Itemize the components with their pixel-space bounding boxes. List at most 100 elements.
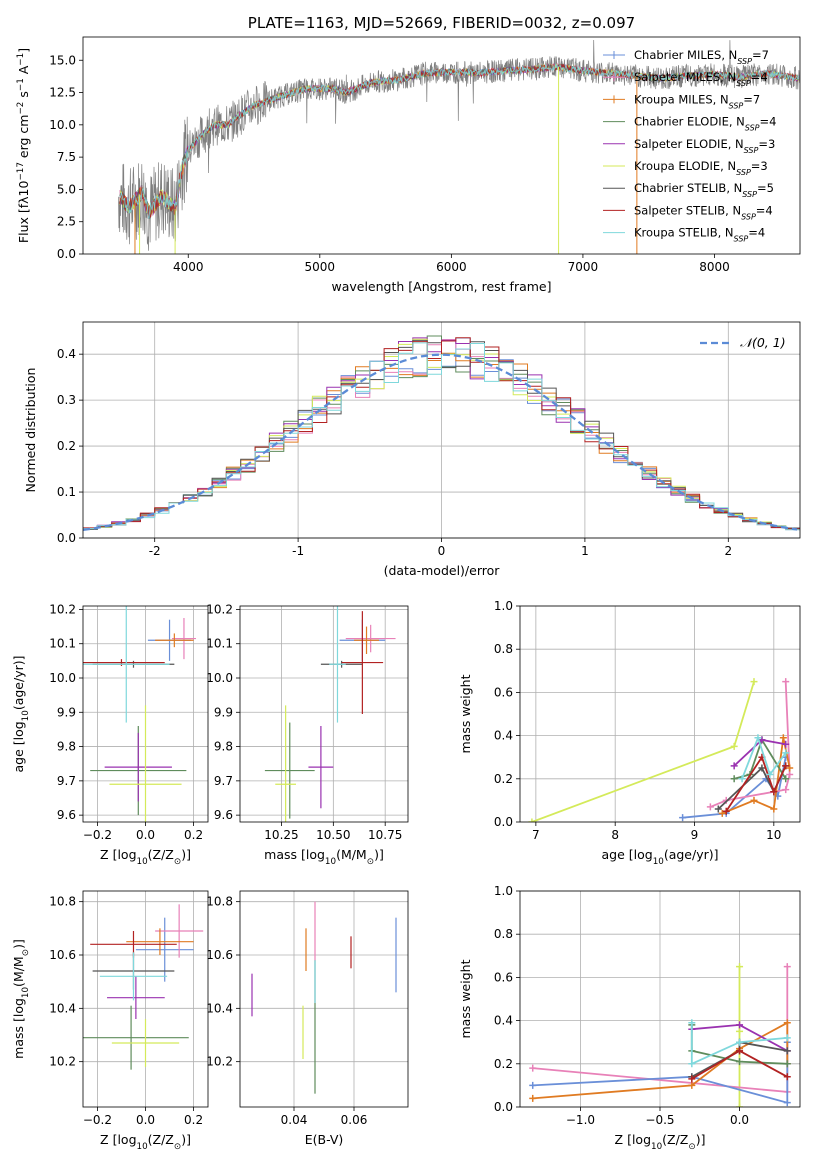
legend-entry: Salpeter ELODIE, NSSP=3 bbox=[634, 137, 775, 155]
x-axis-label: Z [log10(Z/Z⊙)] bbox=[615, 1132, 706, 1152]
label-part: (Z/Z bbox=[662, 1132, 688, 1147]
axes-frame bbox=[82, 321, 801, 539]
label-part: (data-model)/error bbox=[384, 563, 501, 578]
x-tick-label: 10.50 bbox=[316, 828, 350, 842]
y-axis-label: mass weight bbox=[458, 959, 473, 1038]
axes-mass-vs-z: −0.2 0.0 0.2 10.2 10.4 10.6 10.8 bbox=[49, 891, 208, 1127]
axes-weight-vs-z: −1.0 −0.5 0.0 0.0 0.2 0.4 0.6 0.8 1.0 bbox=[494, 884, 800, 1127]
label-part: mass weight bbox=[458, 959, 473, 1038]
legend-entry: Chabrier MILES, NSSP=7 bbox=[634, 48, 769, 66]
legend-sub: SSP bbox=[736, 79, 751, 88]
label-part: 10 bbox=[21, 710, 31, 721]
y-tick-label: 0.4 bbox=[494, 1014, 513, 1028]
plot-area-age-vs-mass bbox=[264, 606, 396, 822]
label-part: mass weight bbox=[458, 674, 473, 753]
y-tick-label: 15.0 bbox=[49, 53, 76, 67]
x-axis-label: Z [log10(Z/Z⊙)] bbox=[100, 847, 191, 867]
plot-area-weight-vs-age bbox=[528, 678, 794, 822]
label-part: )] bbox=[181, 1132, 191, 1147]
legend-rest: =3 bbox=[751, 159, 768, 173]
legend-label: Kroupa ELODIE, N bbox=[634, 159, 736, 173]
x-axis-label: mass [log10(M/M⊙)] bbox=[264, 847, 384, 867]
weight-marker bbox=[529, 1094, 537, 1102]
weight-marker bbox=[750, 678, 758, 686]
x-axis-label: (data-model)/error bbox=[384, 563, 501, 578]
weight-marker bbox=[783, 1034, 791, 1042]
y-tick-label: 9.8 bbox=[57, 740, 76, 754]
observed-spectrum bbox=[118, 39, 800, 251]
label-part: −1 bbox=[16, 53, 26, 66]
y-tick-label: 1.0 bbox=[494, 884, 513, 898]
errorbar-point bbox=[83, 606, 170, 723]
label-part: E(B-V) bbox=[305, 1132, 344, 1147]
y-tick-label: 10.4 bbox=[49, 1001, 76, 1015]
y-axis-label: Flux [fλ10−17 erg cm−2 s−1 A−1] bbox=[16, 48, 31, 243]
y-tick-label: 0.2 bbox=[57, 439, 76, 453]
label-part: ⊙ bbox=[174, 857, 181, 867]
model-spectrum-kroupa-stelib bbox=[119, 62, 800, 220]
weight-line bbox=[531, 681, 755, 822]
legend-entry: Kroupa MILES, NSSP=7 bbox=[634, 92, 760, 110]
y-tick-label: 10.2 bbox=[206, 1055, 233, 1069]
y-tick-label: 0.0 bbox=[494, 1100, 513, 1114]
errorbar-point bbox=[341, 611, 384, 714]
x-tick-label: -1 bbox=[292, 544, 304, 558]
weight-marker bbox=[722, 807, 730, 815]
x-tick-label: 0 bbox=[438, 544, 446, 558]
legend-label: Salpeter MILES, N bbox=[634, 70, 736, 84]
weight-marker bbox=[688, 1060, 696, 1068]
x-tick-label: −0.2 bbox=[83, 828, 112, 842]
x-tick-label: 8 bbox=[611, 828, 619, 842]
weight-marker bbox=[783, 1060, 791, 1068]
legend-rest: =5 bbox=[757, 181, 774, 195]
plot-area-spectrum bbox=[118, 39, 800, 254]
y-tick-label: 0.4 bbox=[494, 729, 513, 743]
y-axis-label: Normed distribution bbox=[23, 368, 38, 493]
axes-mass-vs-ebv: 0.04 0.06 10.2 10.4 10.6 10.8 bbox=[206, 891, 408, 1127]
legend-sub: SSP bbox=[745, 123, 760, 132]
y-tick-label: 10.0 bbox=[49, 118, 76, 132]
x-tick-label: −0.2 bbox=[83, 1113, 112, 1127]
label-part: −2 bbox=[16, 102, 26, 115]
y-tick-label: 0.6 bbox=[494, 970, 513, 984]
y-tick-label: 9.7 bbox=[214, 774, 233, 788]
label-part: A bbox=[16, 65, 31, 78]
label-part: ⊙ bbox=[367, 857, 374, 867]
y-tick-label: 10.1 bbox=[206, 637, 233, 651]
weight-marker bbox=[736, 1047, 744, 1055]
label-part: (M/M bbox=[11, 956, 26, 987]
weight-line bbox=[710, 681, 791, 808]
weight-marker bbox=[786, 764, 794, 772]
legend-sub: SSP bbox=[737, 57, 752, 66]
y-axis-label: mass [log10(M/M⊙)] bbox=[11, 939, 31, 1059]
legend-entry: Salpeter STELIB, NSSP=4 bbox=[634, 203, 773, 221]
weight-marker bbox=[688, 1081, 696, 1089]
legend-label: Salpeter STELIB, N bbox=[634, 203, 741, 217]
x-axis-label: Z [log10(Z/Z⊙)] bbox=[100, 1132, 191, 1152]
weight-marker bbox=[736, 963, 744, 971]
axes-weight-vs-age: 7 8 9 10 0.0 0.2 0.4 0.6 0.8 1.0 bbox=[494, 599, 800, 842]
x-tick-label: 0.0 bbox=[136, 828, 155, 842]
y-tick-label: 9.6 bbox=[214, 808, 233, 822]
errorbar-point bbox=[275, 705, 296, 822]
legend-rest: =4 bbox=[760, 115, 777, 129]
weight-marker bbox=[529, 1081, 537, 1089]
errorbar-point bbox=[345, 624, 396, 653]
weight-marker bbox=[783, 1099, 791, 1107]
axes-frame bbox=[239, 890, 409, 1108]
weight-marker bbox=[738, 775, 746, 783]
y-axis-label: age [log10(age/yr)] bbox=[11, 655, 31, 772]
axes-frame bbox=[82, 605, 209, 823]
y-tick-label: 0.0 bbox=[57, 247, 76, 261]
weight-marker bbox=[750, 796, 758, 804]
legend-label: Chabrier ELODIE, N bbox=[634, 115, 745, 129]
legend-rest: =4 bbox=[748, 226, 765, 240]
normal-curve bbox=[83, 353, 798, 532]
plot-area-weight-vs-z bbox=[529, 963, 791, 1107]
label-part: )] bbox=[374, 847, 384, 862]
axes-frame bbox=[82, 36, 801, 255]
y-tick-label: 0.0 bbox=[494, 815, 513, 829]
label-part: mass [log bbox=[11, 998, 26, 1059]
weight-marker bbox=[770, 788, 778, 796]
